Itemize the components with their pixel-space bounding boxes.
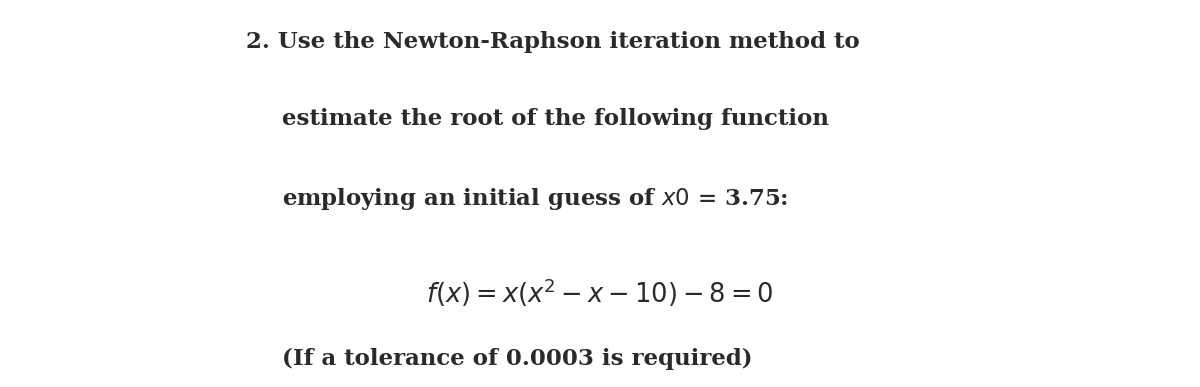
Text: employing an initial guess of $x0$ = 3.75:: employing an initial guess of $x0$ = 3.7… [282,186,788,212]
Text: (If a tolerance of 0.0003 is required): (If a tolerance of 0.0003 is required) [282,348,752,370]
Text: 2. Use the Newton-Raphson iteration method to: 2. Use the Newton-Raphson iteration meth… [246,31,859,53]
Text: $f(x) = x(x^2 - x - 10) - 8 = 0$: $f(x) = x(x^2 - x - 10) - 8 = 0$ [426,277,774,309]
Text: estimate the root of the following function: estimate the root of the following funct… [282,108,829,130]
